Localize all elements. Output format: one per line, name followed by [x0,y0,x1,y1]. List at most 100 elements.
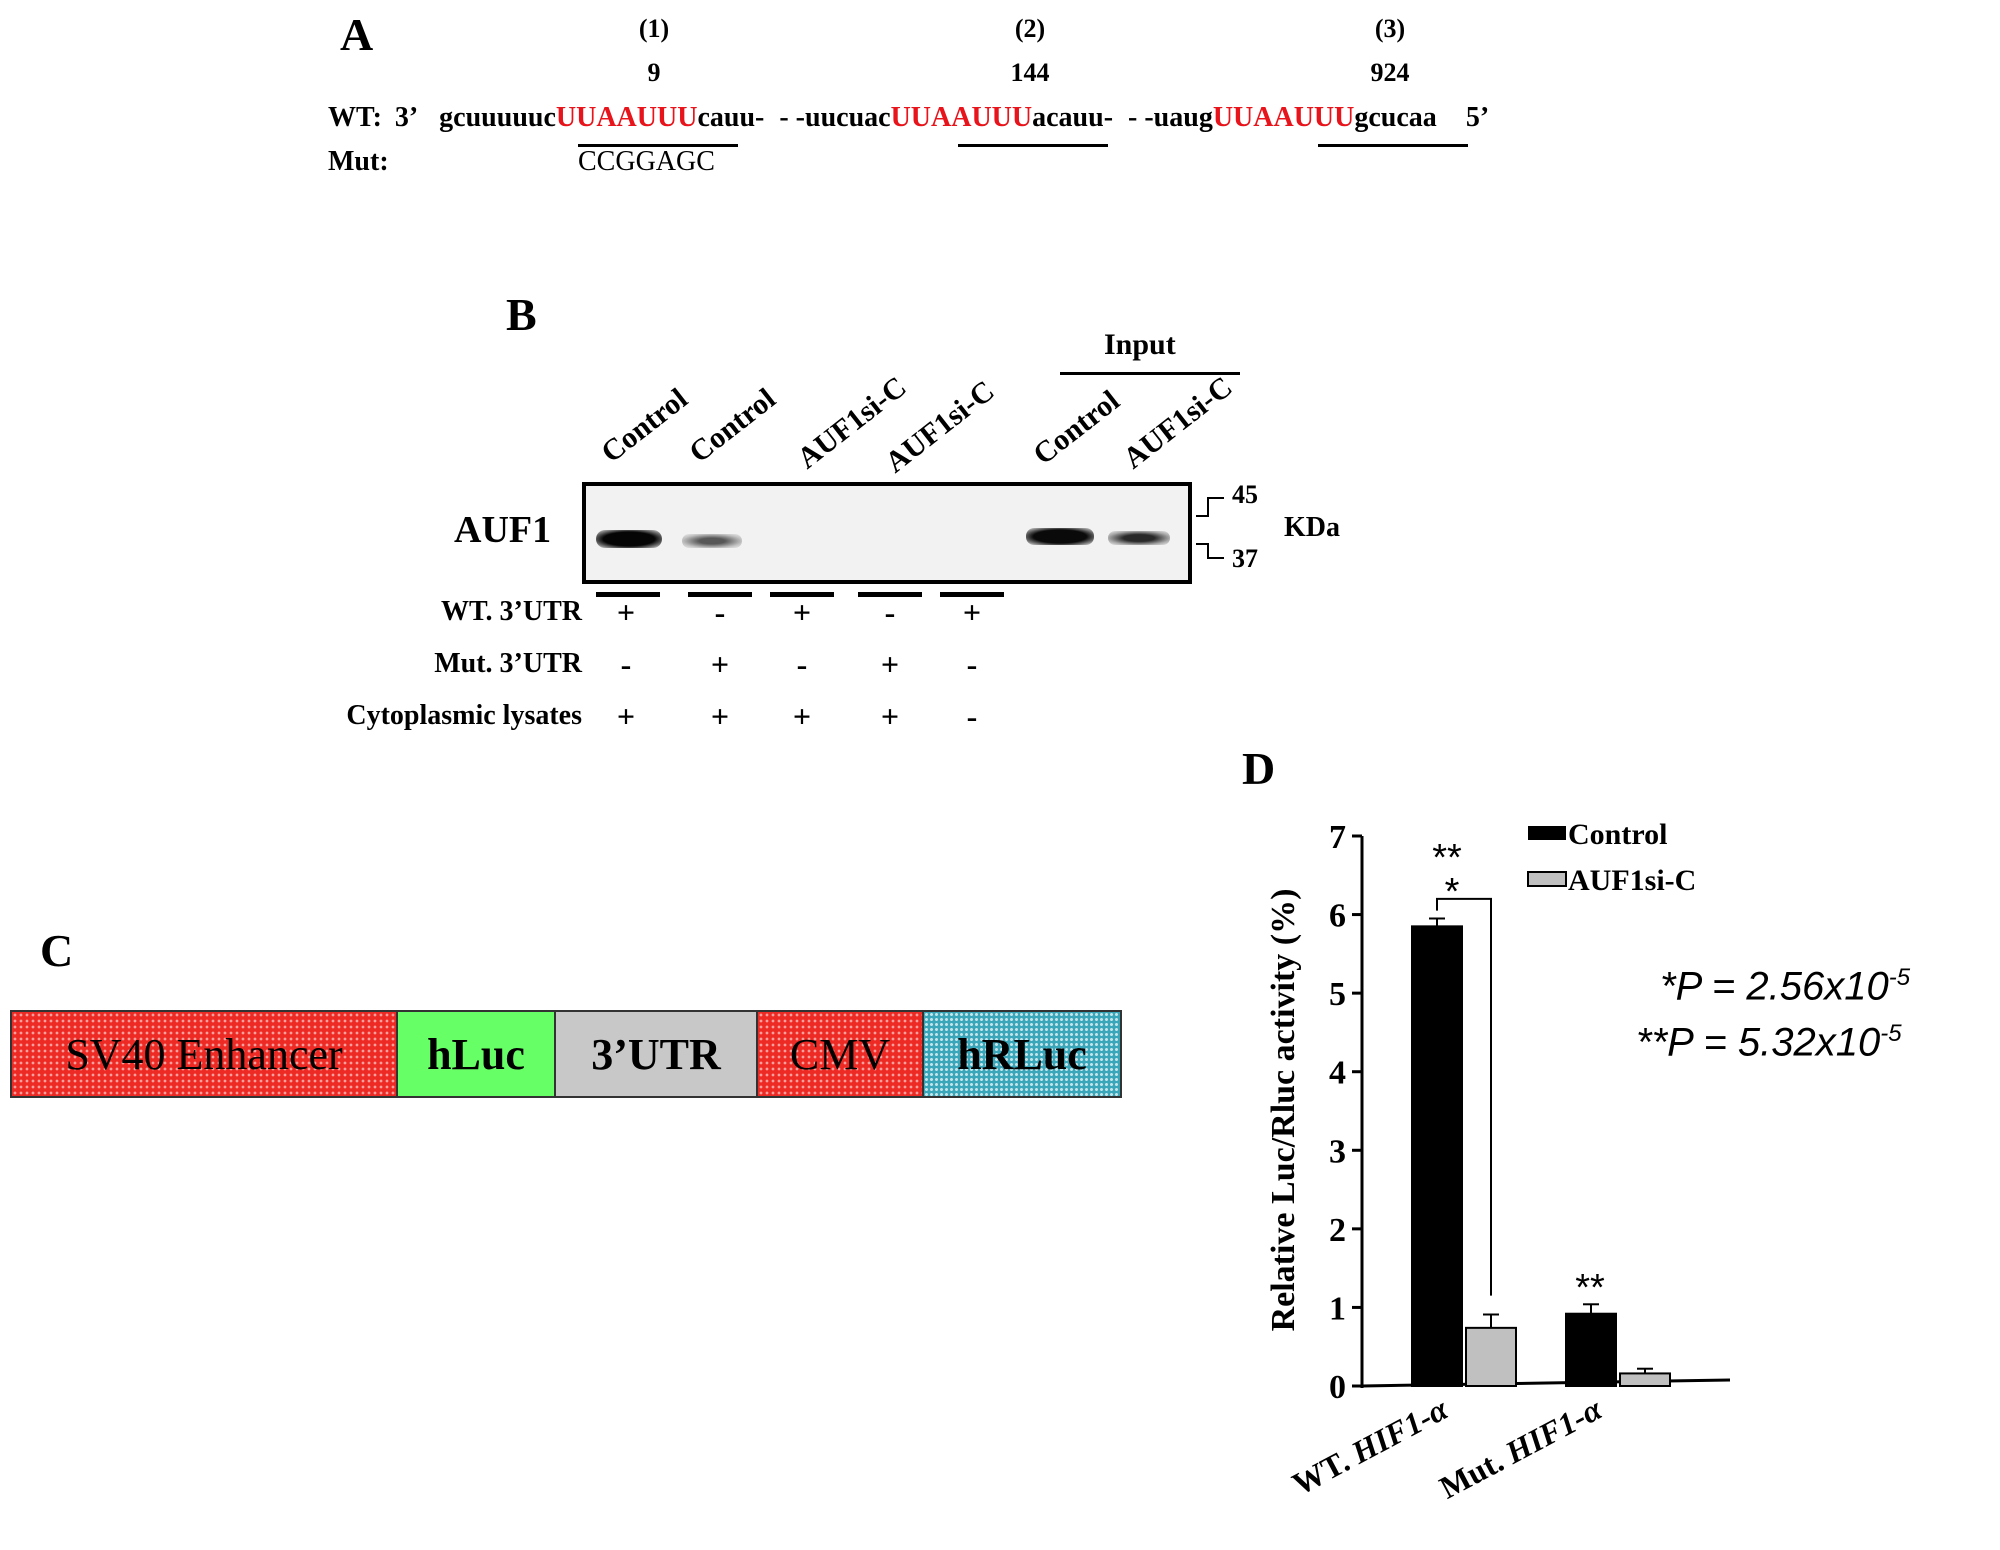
sig-wt-top: ** [1432,837,1462,879]
western-blot [582,482,1192,584]
are-motif-3: UUAAUUU [1212,102,1355,133]
marker-37: 37 [1232,544,1258,573]
sign-r3-l3: + [792,698,812,734]
input-bracket-line [1060,372,1240,375]
are-motif-1: UUAAUUU [555,102,698,133]
lane-bar-2 [688,592,752,597]
bar-control-0 [1411,925,1463,1387]
sign-r1-l1: + [616,594,636,630]
seq-segment-4: acauu- [1032,102,1114,133]
y-tick-label-5: 5 [1329,976,1346,1013]
input-label: Input [1104,328,1176,361]
sign-r2-l1: - [620,646,632,682]
wt-sequence-line: WT: 3’ gcuuuuucUUAAUUUcauu- - -uucuacUUA… [328,102,1489,134]
wt-label: WT: [328,102,382,133]
p-value-2: **P = 5.32x10-5 [1636,1020,1902,1065]
are-motif-2: UUAAUUU [890,102,1033,133]
lane-bar-1 [596,592,660,597]
site-3-position: 924 [1370,58,1410,87]
panel-a-letter: A [340,9,374,60]
seq-segment-5: - -uaug [1128,102,1213,133]
panel-d-letter: D [1242,743,1276,794]
sign-r1-l3: + [792,594,812,630]
blot-band-5 [1026,528,1094,545]
construct-cmv: CMV [756,1010,924,1098]
sign-r3-l5: - [966,698,978,734]
sign-r2-l3: - [796,646,808,682]
row-label-wt-utr: WT. 3’UTR [440,596,582,627]
row-label-lysates: Cytoplasmic lysates [346,700,582,731]
three-prime-label: 3’ [394,102,417,133]
construct-hluc: hLuc [396,1010,556,1098]
p-value-2-stars: ** [1636,1020,1668,1065]
y-tick-label-2: 2 [1329,1212,1346,1249]
blot-band-1 [596,530,662,548]
sign-r2-l2: + [710,646,730,682]
sign-r2-l5: - [966,646,978,682]
x-tick-label-0: WT. HIF1-α [1286,1390,1454,1502]
sign-r1-l5: + [962,594,982,630]
construct-sv40-enhancer: SV40 Enhancer [10,1010,398,1098]
y-axis-title: Relative Luc/Rluc activity (%) [1265,889,1302,1332]
y-tick-label-0: 0 [1329,1369,1346,1406]
p-value-1-exp: -5 [1888,964,1911,991]
sign-r3-l1: + [616,698,636,734]
seq-segment-3: - -uucuac [779,102,891,133]
y-tick-label-7: 7 [1329,819,1346,856]
sign-r3-l2: + [710,698,730,734]
lane-bar-4 [858,592,922,597]
lane-bar-5 [940,592,1004,597]
legend-swatch-auf1si [1527,871,1567,887]
construct-hrluc: hRLuc [922,1010,1122,1098]
construct-3utr: 3’UTR [554,1010,758,1098]
legend-label-auf1si: AUF1si-C [1568,864,1696,897]
site-1-position: 9 [647,58,661,87]
y-tick-label-1: 1 [1329,1290,1346,1327]
mut-sequence: CCGGAGC [578,146,715,177]
bar-auf1si-1 [1619,1372,1671,1388]
mut-underline-2 [958,144,1108,147]
seq-segment-2: cauu- [697,102,765,133]
y-tick-label-4: 4 [1329,1055,1346,1092]
protein-label: AUF1 [454,509,552,551]
sign-r1-l2: - [714,594,726,630]
row-label-mut-utr: Mut. 3’UTR [434,648,582,679]
site-1-number: (1) [638,14,670,43]
sig-mut: ** [1575,1267,1605,1309]
lane-bar-3 [770,592,834,597]
p-value-1: *P = 2.56x10-5 [1660,964,1910,1009]
sign-r2-l4: + [880,646,900,682]
site-2-position: 144 [1010,58,1050,87]
sign-r3-l4: + [880,698,900,734]
sign-r1-l4: - [884,594,896,630]
y-tick-label-6: 6 [1329,898,1346,935]
x-tick-label-1: Mut. HIF1-α [1433,1390,1608,1506]
panel-b-letter: B [506,289,537,340]
p-value-1-label: P = 2.56x10 [1675,964,1889,1009]
p-value-1-stars: * [1660,964,1676,1009]
marker-brackets [1196,497,1224,559]
kda-label: KDa [1284,512,1340,543]
site-2-number: (2) [1014,14,1046,43]
five-prime-label: 5’ [1465,102,1490,133]
blot-band-2 [682,534,742,548]
p-value-2-exp: -5 [1880,1020,1902,1047]
mut-underline-3 [1318,144,1468,147]
panel-c-letter: C [40,925,74,976]
seq-segment-6: gcucaa [1354,102,1437,133]
y-tick-label-3: 3 [1329,1133,1346,1170]
legend-swatch-control [1528,826,1566,840]
seq-segment-1: gcuuuuuc [439,102,556,133]
site-3-number: (3) [1374,14,1406,43]
chart-legend: Control AUF1si-C [1527,818,1696,897]
bar-control-1 [1565,1312,1617,1387]
bar-auf1si-0 [1465,1326,1517,1388]
legend-label-control: Control [1568,818,1667,851]
marker-45: 45 [1232,480,1258,509]
p-value-2-label: P = 5.32x10 [1667,1020,1881,1065]
blot-band-6 [1108,531,1170,545]
significance-bracket [1436,897,1492,1296]
mut-overline-1 [578,144,738,147]
sig-wt-bottom: * [1445,871,1460,913]
